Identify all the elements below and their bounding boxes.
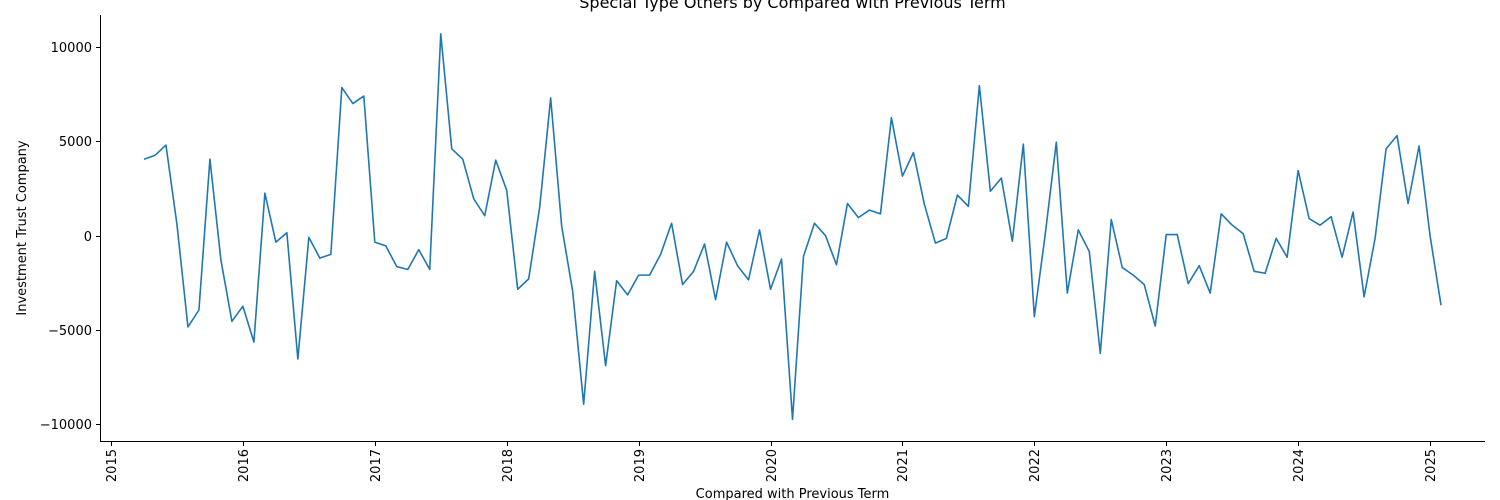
y-tick-label: 0 <box>84 230 92 245</box>
x-tick-label: 2019 <box>633 449 648 482</box>
series-line <box>143 33 1442 421</box>
x-tick-label: 2025 <box>1424 449 1439 482</box>
x-tick-label: 2020 <box>765 449 780 482</box>
chart-title: Special Type Others by Compared with Pre… <box>579 0 1005 12</box>
y-tick-label: −10000 <box>40 418 92 433</box>
x-tick-label: 2021 <box>896 449 911 482</box>
x-tick-label: 2023 <box>1160 449 1175 482</box>
y-tick-label: −5000 <box>48 324 92 339</box>
y-tick-label: 5000 <box>59 135 92 150</box>
plot-area <box>143 33 1442 421</box>
x-tick-label: 2022 <box>1028 449 1043 482</box>
x-tick-label: 2016 <box>237 449 252 482</box>
x-tick-label: 2018 <box>501 449 516 482</box>
x-axis-label: Compared with Previous Term <box>696 487 890 500</box>
y-tick-label: 10000 <box>51 41 92 56</box>
x-axis-ticks: 2015 2016 2017 2018 2019 2020 2021 2022 2023 2024… <box>105 441 1439 482</box>
x-tick-label: 2024 <box>1292 449 1307 482</box>
x-tick-label: 2015 <box>105 449 120 482</box>
y-axis-ticks: −10000 −5000 0 5000 10000 <box>40 41 101 433</box>
y-axis-label: Investment Trust Company <box>15 140 30 316</box>
x-tick-label: 2017 <box>369 449 384 482</box>
